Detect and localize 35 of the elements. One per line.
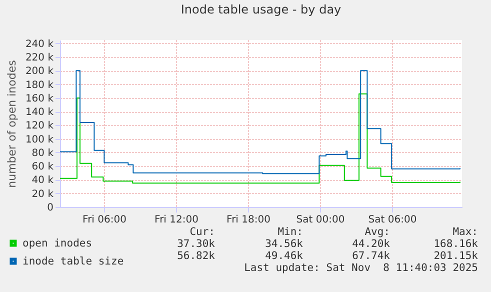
text: Min: [278, 226, 303, 238]
x-tick-label: Sat 06:00 [368, 214, 417, 226]
y-tick-label: 140 k [25, 107, 54, 118]
y-tick-label: 0 [47, 202, 54, 214]
y-tick-label: 240 k [25, 38, 54, 50]
y-tick-label: 120 k [25, 120, 54, 132]
text: Max: [452, 226, 478, 238]
text: 37.30k [177, 238, 215, 250]
x-tick-label: Sat 00:00 [296, 214, 345, 226]
y-tick-label: 180 k [25, 80, 54, 91]
text: 49.46k [265, 250, 303, 262]
text: 34.56k [265, 238, 303, 250]
text: Last update: Sat Nov 8 11:40:03 2025 [244, 262, 478, 274]
x-tick-label: Fri 12:00 [154, 214, 198, 226]
y-axis-title: number of open inodes [5, 60, 18, 188]
y-tick-label: 80 k [32, 148, 54, 159]
text: 44.20k [352, 238, 390, 250]
y-tick-label: 220 k [25, 52, 54, 64]
legend-label: inode table size [22, 255, 124, 268]
y-tick-label: 200 k [25, 66, 54, 78]
y-tick-label: 40 k [32, 175, 54, 186]
chart-title: Inode table usage - by day [180, 2, 342, 16]
text: Cur: [190, 226, 215, 238]
x-tick-label: Fri 06:00 [82, 214, 126, 226]
text: Avg: [364, 226, 390, 238]
text: 201.15k [434, 250, 478, 262]
y-tick-label: 20 k [32, 188, 54, 200]
y-tick-label: 160 k [25, 93, 54, 104]
x-tick-label: Fri 18:00 [226, 214, 270, 226]
legend-label: open inodes [22, 237, 92, 250]
text: 56.82k [177, 250, 215, 262]
y-tick-label: 100 k [25, 134, 54, 146]
text: 168.16k [434, 238, 478, 250]
y-tick-label: 60 k [32, 162, 54, 173]
text: 67.74k [352, 250, 390, 262]
